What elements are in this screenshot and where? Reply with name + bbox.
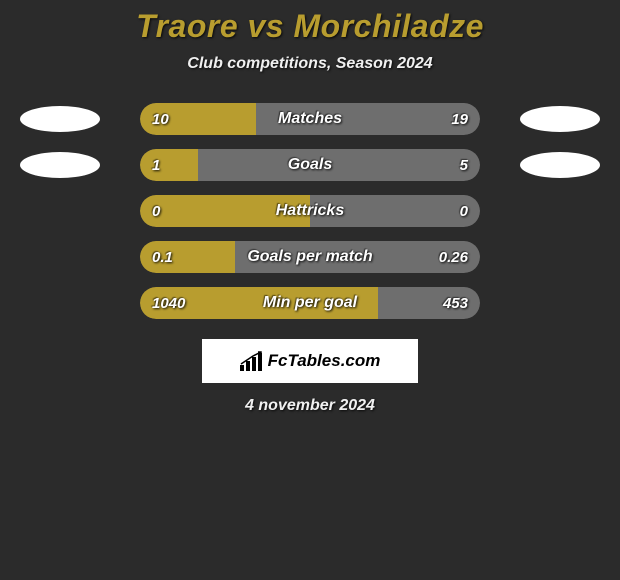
stat-metric-label: Goals per match [140,241,480,273]
date-text: 4 november 2024 [245,397,375,415]
stat-bar: 15Goals [140,149,480,181]
subtitle: Club competitions, Season 2024 [187,55,432,73]
stat-row: 1019Matches [0,103,620,135]
stat-row: 15Goals [0,149,620,181]
logo-chart-icon [240,351,264,371]
stats-area: 1019Matches 15Goals 00Hattricks 0.10.26Goal… [0,103,620,319]
stat-bar: 1040453Min per goal [140,287,480,319]
logo-text: FcTables.com [268,351,381,371]
player-left-avatar [20,152,100,178]
stat-bar: 1019Matches [140,103,480,135]
stat-metric-label: Matches [140,103,480,135]
stat-row: 00Hattricks [0,195,620,227]
stat-metric-label: Hattricks [140,195,480,227]
player-left-avatar [20,106,100,132]
stat-bar: 0.10.26Goals per match [140,241,480,273]
player-right-avatar [520,106,600,132]
stat-bar: 00Hattricks [140,195,480,227]
logo-box[interactable]: FcTables.com [202,339,418,383]
stat-row: 1040453Min per goal [0,287,620,319]
player-right-avatar [520,152,600,178]
stat-metric-label: Goals [140,149,480,181]
stat-row: 0.10.26Goals per match [0,241,620,273]
stat-metric-label: Min per goal [140,287,480,319]
page-title: Traore vs Morchiladze [136,8,484,45]
